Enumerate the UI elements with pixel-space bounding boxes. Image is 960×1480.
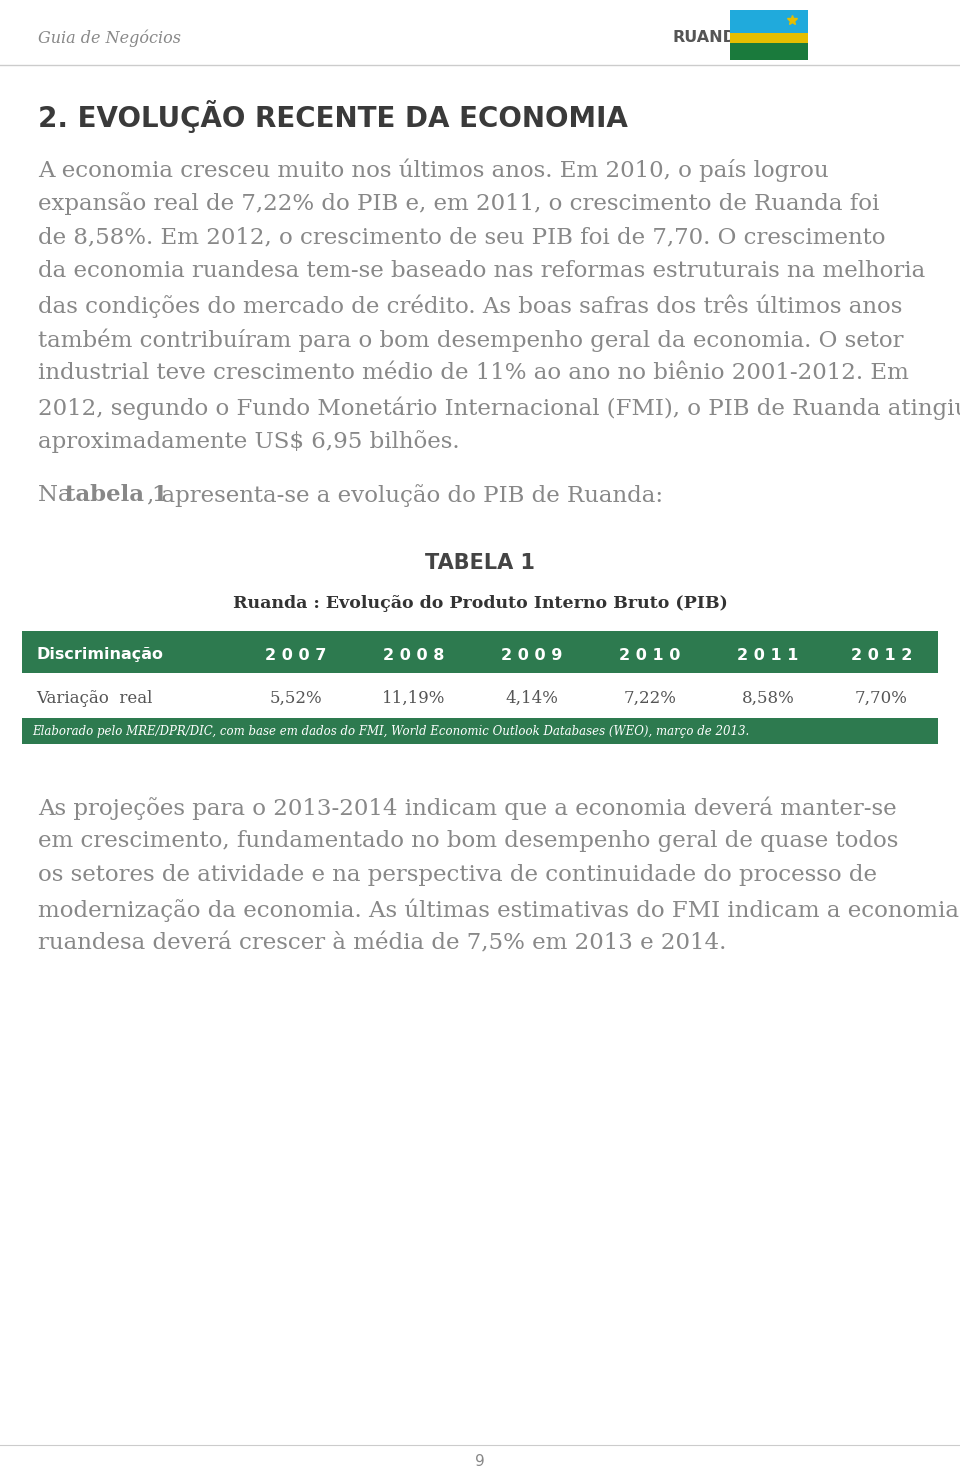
Text: 4,14%: 4,14% bbox=[506, 690, 559, 707]
Text: 7,70%: 7,70% bbox=[855, 690, 908, 707]
Text: ruandesa deverá crescer à média de 7,5% em 2013 e 2014.: ruandesa deverá crescer à média de 7,5% … bbox=[38, 932, 727, 955]
Text: em crescimento, fundamentado no bom desempenho geral de quase todos: em crescimento, fundamentado no bom dese… bbox=[38, 830, 899, 852]
Text: também contribuíram para o bom desempenho geral da economia. O setor: também contribuíram para o bom desempenh… bbox=[38, 329, 903, 351]
Text: 2012, segundo o Fundo Monetário Internacional (FMI), o PIB de Ruanda atingiu: 2012, segundo o Fundo Monetário Internac… bbox=[38, 397, 960, 419]
Text: Guia de Negócios: Guia de Negócios bbox=[38, 30, 181, 47]
Text: 2 0 0 7: 2 0 0 7 bbox=[265, 648, 326, 663]
Bar bbox=[730, 10, 808, 33]
Text: 5,52%: 5,52% bbox=[270, 690, 323, 707]
Text: 2 0 1 0: 2 0 1 0 bbox=[619, 648, 681, 663]
Bar bbox=[730, 33, 808, 43]
Text: TABELA 1: TABELA 1 bbox=[425, 554, 535, 573]
Bar bbox=[22, 630, 938, 673]
Text: aproximadamente US$ 6,95 bilhões.: aproximadamente US$ 6,95 bilhões. bbox=[38, 431, 460, 453]
Text: 9: 9 bbox=[475, 1455, 485, 1470]
Bar bbox=[22, 718, 938, 744]
Text: Na: Na bbox=[38, 484, 79, 506]
Text: 11,19%: 11,19% bbox=[382, 690, 445, 707]
Text: 2 0 0 9: 2 0 0 9 bbox=[501, 648, 563, 663]
Text: 2 0 1 1: 2 0 1 1 bbox=[737, 648, 799, 663]
Text: modernização da economia. As últimas estimativas do FMI indicam a economia: modernização da economia. As últimas est… bbox=[38, 898, 959, 922]
Text: industrial teve crescimento médio de 11% ao ano no biênio 2001-2012. Em: industrial teve crescimento médio de 11%… bbox=[38, 363, 909, 383]
Text: Elaborado pelo MRE/DPR/DIC, com base em dados do FMI, World Economic Outlook Dat: Elaborado pelo MRE/DPR/DIC, com base em … bbox=[32, 725, 749, 739]
Text: Variação  real: Variação real bbox=[36, 690, 153, 707]
Text: 8,58%: 8,58% bbox=[742, 690, 794, 707]
Text: de 8,58%. Em 2012, o crescimento de seu PIB foi de 7,70. O crescimento: de 8,58%. Em 2012, o crescimento de seu … bbox=[38, 226, 885, 249]
Text: 2. EVOLUÇÃO RECENTE DA ECONOMIA: 2. EVOLUÇÃO RECENTE DA ECONOMIA bbox=[38, 101, 628, 133]
Text: das condições do mercado de crédito. As boas safras dos três últimos anos: das condições do mercado de crédito. As … bbox=[38, 295, 902, 318]
Text: A economia cresceu muito nos últimos anos. Em 2010, o país logrou: A economia cresceu muito nos últimos ano… bbox=[38, 158, 828, 182]
Text: Discriminação: Discriminação bbox=[36, 648, 163, 663]
Text: Ruanda : Evolução do Produto Interno Bruto (PIB): Ruanda : Evolução do Produto Interno Bru… bbox=[232, 595, 728, 613]
Text: As projeções para o 2013-2014 indicam que a economia deverá manter-se: As projeções para o 2013-2014 indicam qu… bbox=[38, 796, 897, 820]
Text: tabela 1: tabela 1 bbox=[65, 484, 168, 506]
Text: 7,22%: 7,22% bbox=[624, 690, 677, 707]
Text: RUANDA: RUANDA bbox=[672, 31, 749, 46]
Text: 2 0 1 2: 2 0 1 2 bbox=[851, 648, 912, 663]
Text: da economia ruandesa tem-se baseado nas reformas estruturais na melhoria: da economia ruandesa tem-se baseado nas … bbox=[38, 260, 925, 283]
Text: , apresenta-se a evolução do PIB de Ruanda:: , apresenta-se a evolução do PIB de Ruan… bbox=[147, 484, 663, 508]
Text: 2 0 0 8: 2 0 0 8 bbox=[383, 648, 444, 663]
Text: os setores de atividade e na perspectiva de continuidade do processo de: os setores de atividade e na perspectiva… bbox=[38, 864, 877, 887]
Text: expansão real de 7,22% do PIB e, em 2011, o crescimento de Ruanda foi: expansão real de 7,22% do PIB e, em 2011… bbox=[38, 192, 879, 215]
Bar bbox=[730, 43, 808, 61]
